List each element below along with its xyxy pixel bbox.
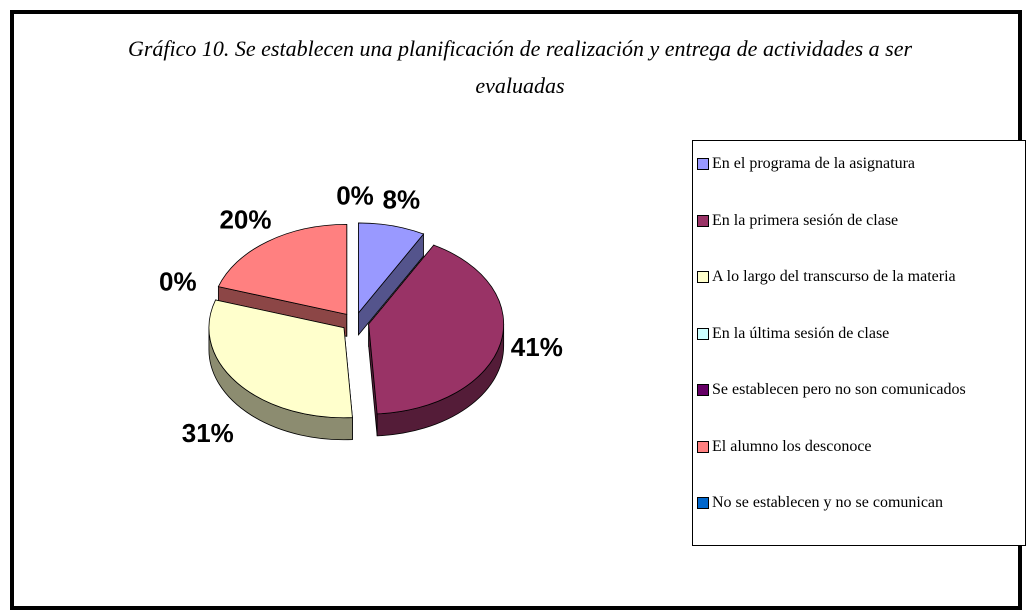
data-label: 0%	[159, 266, 197, 296]
legend-swatch	[697, 440, 709, 453]
legend-swatch	[697, 271, 709, 283]
legend-swatch	[697, 384, 709, 396]
slice-top	[208, 299, 353, 419]
legend-swatch	[697, 497, 709, 509]
legend-label: En la última sesión de clase	[712, 324, 890, 342]
legend-item: En el programa de la asignatura	[697, 153, 1022, 174]
legend-item: A lo largo del transcurso de la materia	[697, 266, 1022, 287]
slice	[358, 222, 425, 337]
legend: En el programa de la asignatura En la pri…	[692, 140, 1026, 546]
slice	[368, 244, 505, 437]
legend-label: El alumno los desconoce	[712, 437, 872, 455]
legend-item: El alumno los desconoce	[697, 436, 1022, 457]
legend-swatch	[697, 158, 709, 170]
legend-label: Se establecen pero no son comunicados	[712, 381, 966, 398]
data-label: 20%	[219, 204, 271, 234]
legend-label: A lo largo del transcurso de la materia	[712, 268, 956, 285]
data-label: 0%	[336, 181, 374, 211]
legend-item: En la primera sesión de clase	[697, 210, 1022, 231]
data-label: 31%	[182, 418, 234, 448]
legend-item: En la última sesión de clase	[697, 323, 1022, 344]
legend-item: No se establecen y no se comunican	[697, 492, 1022, 513]
legend-label: En el programa de la asignatura	[712, 155, 916, 172]
data-label: 8%	[383, 185, 421, 215]
legend-item: Se establecen pero no son comunicados	[697, 379, 1022, 400]
page: Gráfico 10. Se establecen una planificac…	[10, 10, 1026, 610]
legend-swatch	[697, 327, 709, 340]
chart: 8% 41% 31% 0% 20% 0%	[159, 181, 563, 448]
slice-top	[368, 244, 505, 415]
legend-swatch	[697, 214, 709, 227]
legend-label: En la primera sesión de clase	[712, 211, 899, 229]
slice-top	[217, 224, 348, 315]
chart-title: Gráfico 10. Se establecen una planificac…	[127, 36, 913, 98]
legend-label: No se establecen y no se comunican	[712, 494, 944, 511]
data-label: 41%	[511, 332, 563, 362]
slice-top	[358, 222, 425, 315]
slice	[208, 299, 353, 441]
